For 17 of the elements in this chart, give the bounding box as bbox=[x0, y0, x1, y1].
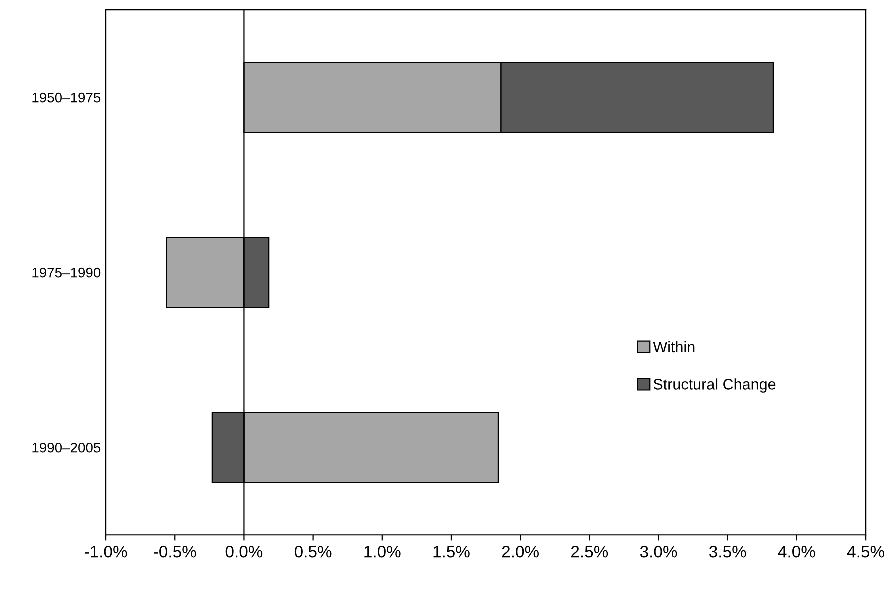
x-tick-label: 4.0% bbox=[778, 546, 816, 558]
x-tick-label: 2.5% bbox=[572, 546, 608, 558]
x-tick-label: 1.5% bbox=[434, 546, 470, 558]
x-tick-label: 1.0% bbox=[364, 546, 401, 558]
x-tick-label: 3.0% bbox=[640, 546, 678, 558]
x-tick-label: -1.0% bbox=[85, 546, 128, 558]
y-tick-label: 1975–1990 bbox=[32, 268, 101, 278]
x-tick-label: 2.0% bbox=[502, 546, 539, 558]
legend-label: Within bbox=[653, 341, 695, 353]
legend-label: Structural Change bbox=[654, 378, 776, 393]
x-tick-label: -0.5% bbox=[154, 546, 196, 558]
x-tick-label: 4.5% bbox=[847, 546, 884, 558]
x-tick-label: 0.5% bbox=[294, 546, 332, 558]
y-tick-label: 1990–2005 bbox=[32, 442, 101, 453]
x-tick-label: 3.5% bbox=[710, 546, 746, 558]
y-tick-label: 1950–1975 bbox=[32, 92, 101, 103]
x-tick-label: 0.0% bbox=[226, 546, 263, 558]
